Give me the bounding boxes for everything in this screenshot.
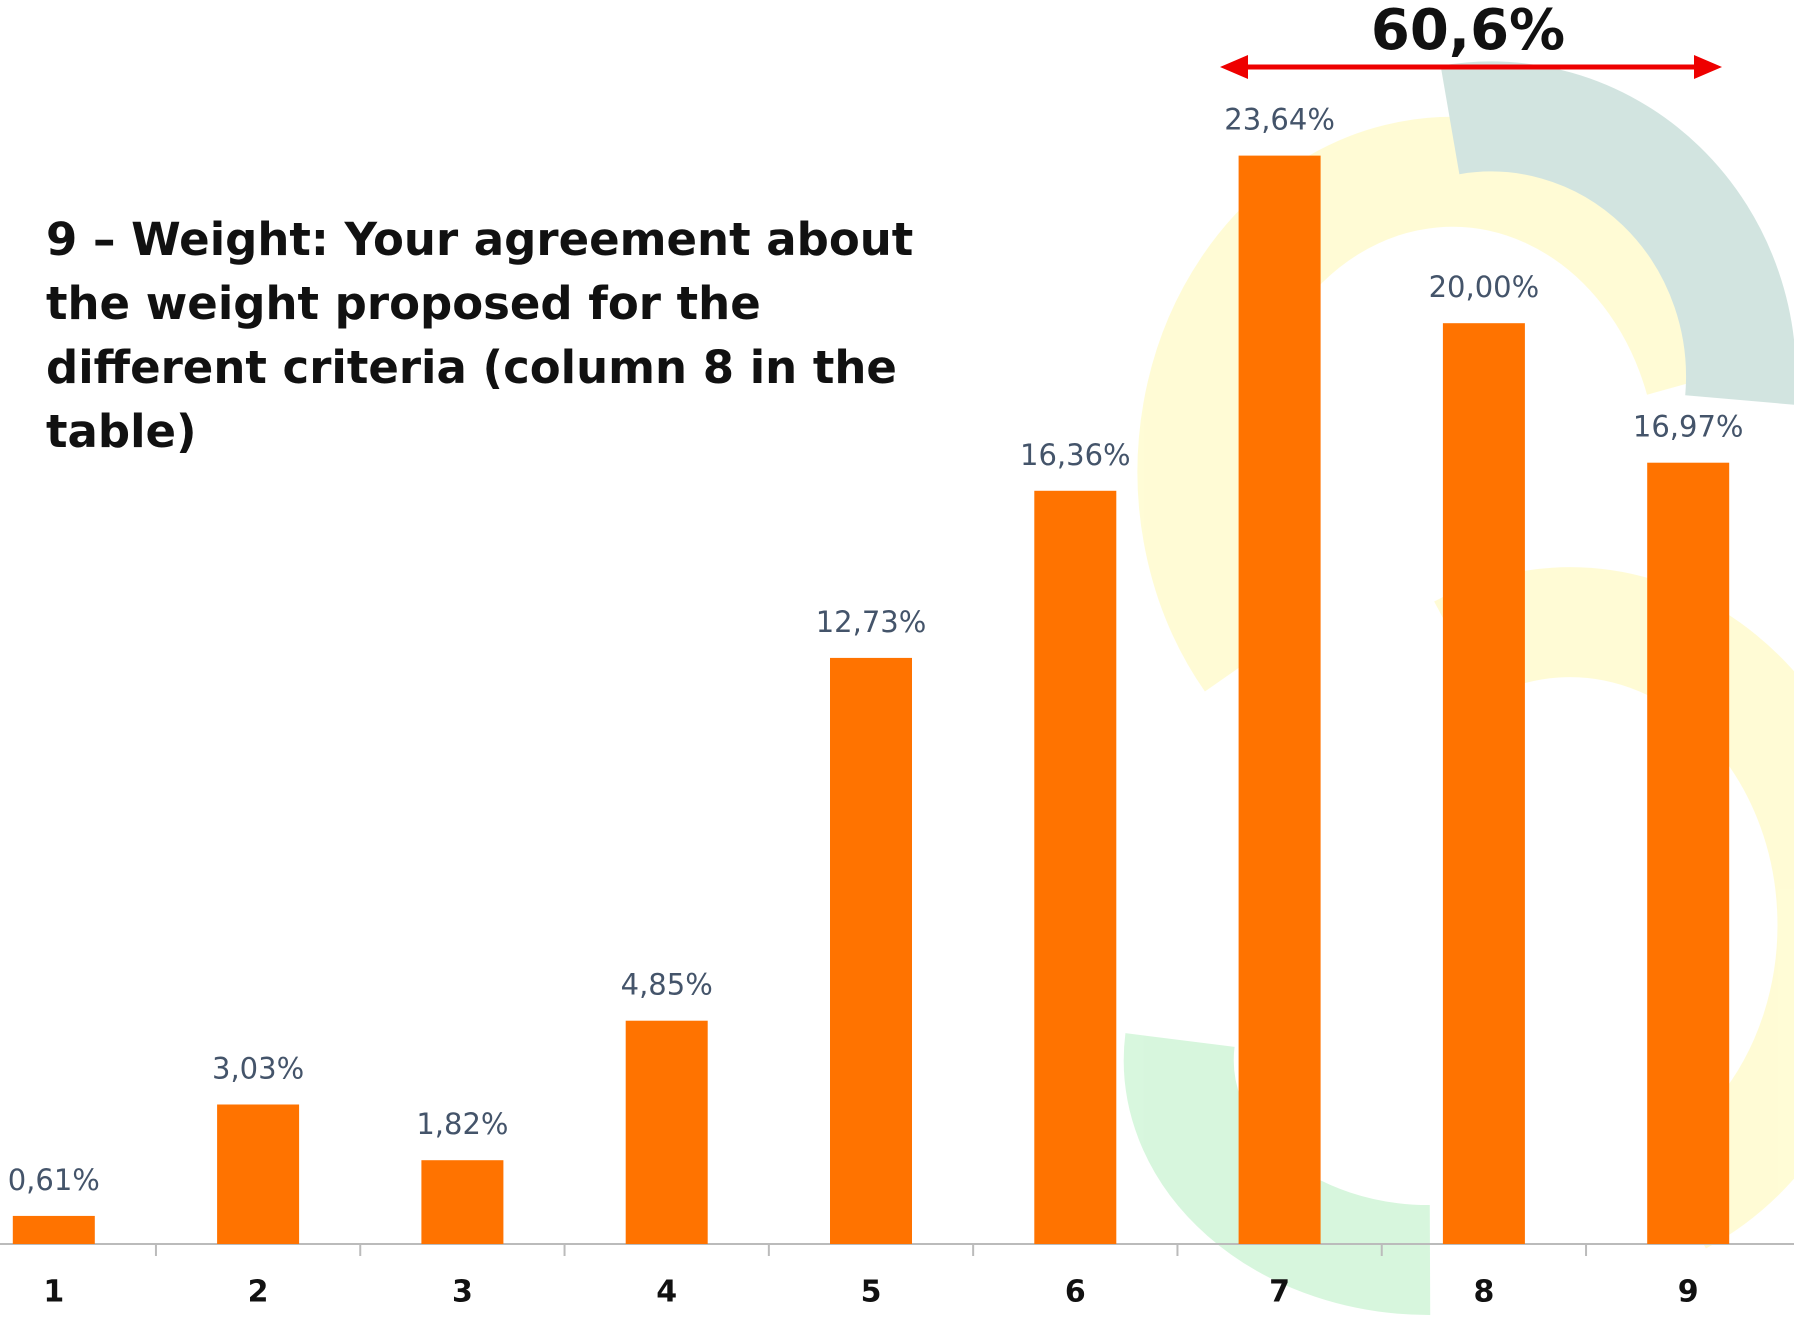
bar — [12, 1215, 95, 1244]
chart-title: 9 – Weight: Your agreement about the wei… — [46, 213, 914, 458]
bar — [830, 657, 912, 1244]
data-label: 1,82% — [416, 1107, 508, 1141]
data-label: 23,64% — [1224, 103, 1335, 137]
bar — [1034, 490, 1117, 1244]
x-tick-label: 5 — [861, 1275, 882, 1310]
data-label: 12,73% — [816, 605, 927, 639]
data-label: 3,03% — [212, 1051, 304, 1085]
x-tick-label: 8 — [1473, 1275, 1494, 1310]
bar — [625, 1020, 708, 1244]
bar — [1238, 155, 1321, 1245]
data-label: 4,85% — [621, 968, 713, 1002]
x-tick-label: 7 — [1269, 1275, 1290, 1310]
data-label: 16,36% — [1020, 438, 1131, 472]
arrow-head — [1694, 55, 1722, 79]
bar — [217, 1104, 300, 1244]
x-tick-label: 9 — [1678, 1275, 1699, 1310]
bar — [421, 1160, 504, 1244]
x-tick-label: 4 — [656, 1275, 677, 1310]
data-label: 0,61% — [8, 1163, 100, 1197]
x-tick-label: 3 — [452, 1275, 473, 1310]
bar — [1442, 323, 1525, 1244]
x-tick-label: 1 — [43, 1275, 64, 1310]
annotation: 60,6% — [1371, 0, 1565, 63]
x-tick-label: 2 — [248, 1275, 269, 1310]
data-label: 20,00% — [1429, 270, 1540, 304]
plot-area: 1 0,61% 2 3,03% 3 1,82% 4 4,85% 5 12,73% 6 16,36% 7 2… — [0, 103, 1794, 1310]
bar — [1647, 462, 1730, 1245]
x-tick-label: 6 — [1065, 1275, 1086, 1310]
arrow-head — [1220, 55, 1248, 79]
data-label: 16,97% — [1633, 410, 1744, 444]
